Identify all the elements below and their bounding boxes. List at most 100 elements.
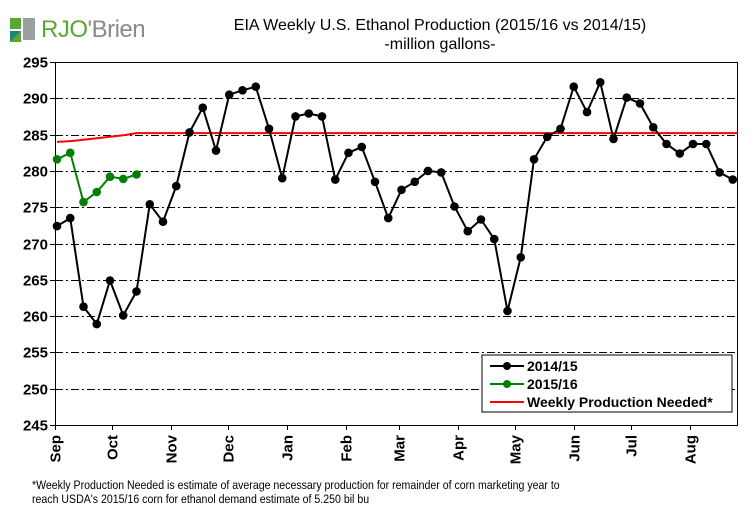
x-tick-label: Oct bbox=[105, 435, 122, 460]
chart-subtitle: -million gallons- bbox=[384, 36, 496, 53]
series-2014-15-point bbox=[304, 109, 314, 118]
y-tick-label: 295 bbox=[23, 55, 48, 72]
series-2014-15-point bbox=[211, 146, 221, 155]
logo-mark-icon bbox=[8, 15, 38, 45]
x-tick-label: Jul bbox=[624, 435, 641, 457]
series-2015-16-point bbox=[132, 170, 141, 179]
series-2014-15-point bbox=[423, 166, 433, 176]
y-tick-label: 285 bbox=[23, 128, 48, 145]
series-2014-15-point bbox=[118, 311, 128, 320]
x-axis-ticks: Sep Oct Nov Dec Jan Feb Mar Apr May Jun Jul Aug bbox=[48, 425, 700, 464]
y-tick-label: 245 bbox=[23, 418, 48, 435]
series-2014-15-point bbox=[238, 86, 247, 95]
x-tick-label: Jan bbox=[280, 435, 297, 461]
series-2014-15-point bbox=[92, 319, 102, 329]
series-2014-15-point bbox=[582, 107, 592, 117]
y-tick-label: 255 bbox=[23, 345, 48, 362]
series-2014-15-point bbox=[224, 90, 234, 99]
series-2014-15-point bbox=[370, 177, 380, 187]
logo-text: RJO'Brien bbox=[41, 16, 146, 44]
series-2014-15-point bbox=[635, 99, 645, 108]
logo-text-rjo: RJO bbox=[41, 16, 88, 43]
legend: 2014/15 2015/16 Weekly Production Needed… bbox=[481, 354, 733, 413]
series-2014-15-point bbox=[701, 139, 711, 149]
series-2014-15-line bbox=[56, 79, 734, 327]
x-tick-label: Jun bbox=[567, 435, 584, 462]
series-2014-15-point bbox=[569, 82, 579, 91]
series-2014-15-point bbox=[529, 155, 539, 164]
series-2014-15-point bbox=[476, 215, 486, 224]
x-tick-label: Dec bbox=[221, 435, 238, 463]
series-2014-15-point bbox=[65, 213, 75, 223]
series-2014-15-point bbox=[383, 213, 393, 223]
series-2014-15-point bbox=[79, 302, 88, 312]
series-2014-15-point bbox=[622, 93, 632, 102]
x-tick-label: Nov bbox=[164, 434, 181, 463]
series-2015-16-point bbox=[105, 172, 115, 181]
series-2014-15-point bbox=[609, 134, 618, 144]
logo-text-brien: 'Brien bbox=[87, 16, 146, 43]
series-2014-15-point bbox=[662, 139, 671, 149]
series-2014-15-point bbox=[410, 177, 420, 187]
y-tick-label: 290 bbox=[23, 91, 48, 108]
y-tick-label: 280 bbox=[23, 164, 48, 181]
y-tick-label: 260 bbox=[23, 309, 48, 326]
series-2014-15-point bbox=[728, 175, 738, 184]
series-2014-15-point bbox=[185, 128, 194, 137]
legend-marker-2015-16 bbox=[503, 380, 511, 388]
series-production-needed-line bbox=[56, 132, 737, 143]
series-2015-16-point bbox=[118, 174, 128, 184]
series-2014-15-point bbox=[171, 181, 181, 191]
series-2014-15-point bbox=[344, 148, 353, 158]
series-2014-15-point bbox=[52, 221, 62, 231]
series-2014-15-point bbox=[463, 226, 473, 236]
series-2014-15-point bbox=[105, 276, 115, 285]
footnote-line2: reach USDA's 2015/16 corn for ethanol de… bbox=[32, 492, 370, 506]
series-2015-16-point bbox=[92, 187, 102, 197]
series-2014-15-point bbox=[675, 149, 685, 158]
chart-title-line1: EIA Weekly U.S. Ethanol Production (2015… bbox=[233, 17, 647, 34]
series-2014-15-point bbox=[595, 78, 605, 87]
axes bbox=[55, 62, 738, 426]
legend-marker-2014-15 bbox=[503, 362, 511, 370]
series-2014-15-point bbox=[450, 202, 459, 211]
series-2014-15-point bbox=[516, 252, 526, 262]
series-2014-15-point bbox=[397, 185, 406, 195]
series-2015-16-point bbox=[79, 197, 88, 207]
series-2014-15-point bbox=[489, 234, 499, 244]
series-2014-15-point bbox=[715, 168, 724, 177]
footnote-line1: *Weekly Production Needed is estimate of… bbox=[32, 478, 560, 492]
series-2014-15-point bbox=[277, 173, 287, 183]
series-2014-15-point bbox=[330, 175, 340, 184]
series-2014-15-point bbox=[158, 217, 168, 226]
company-logo: RJO'Brien bbox=[8, 12, 146, 48]
y-axis-ticks: 245 250 255 260 265 270 275 280 285 290 295 bbox=[23, 55, 55, 435]
series-2014-15-point bbox=[145, 200, 155, 209]
y-tick-label: 275 bbox=[23, 200, 48, 217]
series-2014-15-point bbox=[688, 139, 698, 149]
series-2014-15-point bbox=[198, 103, 208, 112]
series-2014-15-point bbox=[436, 168, 446, 177]
y-tick-label: 250 bbox=[23, 382, 48, 399]
x-tick-label: Apr bbox=[451, 435, 468, 461]
legend-label-2015-16: 2015/16 bbox=[527, 376, 578, 392]
series-2014-15-point bbox=[357, 142, 367, 152]
series-2014-15-point bbox=[542, 132, 552, 142]
series-2015-16-point bbox=[65, 148, 75, 158]
legend-label-2014-15: 2014/15 bbox=[527, 358, 578, 374]
series-2014-15-point bbox=[648, 123, 658, 132]
series-2014-15-point bbox=[251, 82, 261, 91]
plot-frame bbox=[55, 62, 738, 426]
y-tick-label: 270 bbox=[23, 237, 48, 254]
x-tick-label: Feb bbox=[339, 435, 356, 462]
series-2014-15-point bbox=[291, 112, 300, 121]
x-tick-label: May bbox=[508, 434, 525, 464]
series-group bbox=[52, 78, 738, 329]
x-tick-label: Aug bbox=[683, 435, 700, 464]
series-2015-16-point bbox=[52, 155, 62, 164]
x-tick-label: Mar bbox=[392, 435, 409, 462]
chart-title: EIA Weekly U.S. Ethanol Production (2015… bbox=[200, 16, 680, 54]
series-2014-15-point bbox=[132, 287, 141, 296]
x-tick-label: Sep bbox=[48, 435, 65, 463]
